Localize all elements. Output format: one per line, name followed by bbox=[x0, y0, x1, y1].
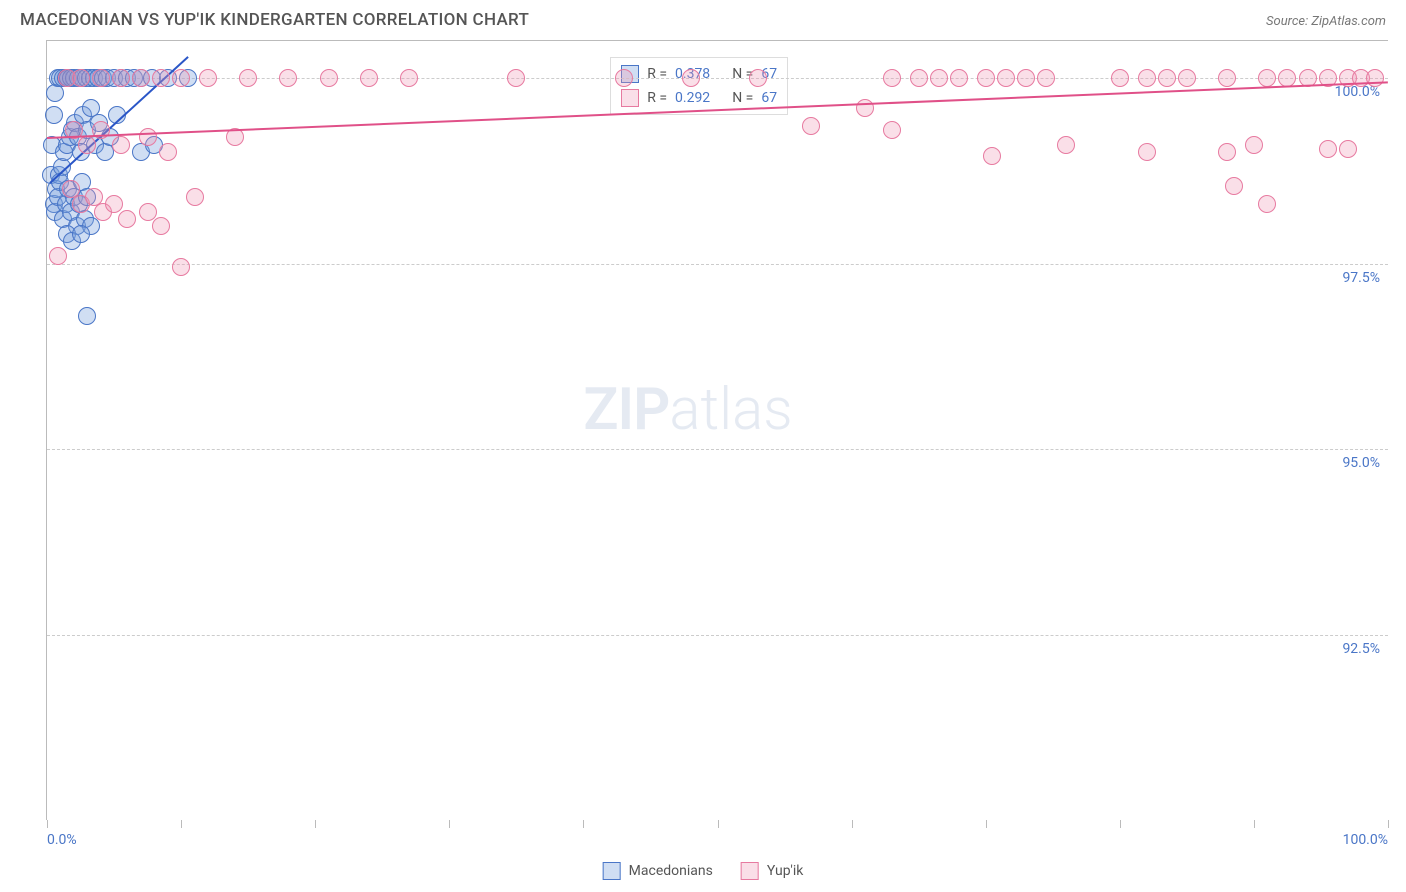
data-point bbox=[118, 210, 136, 228]
data-point bbox=[112, 136, 130, 154]
data-point bbox=[1258, 195, 1276, 213]
x-tick bbox=[986, 820, 987, 828]
x-tick bbox=[1388, 820, 1389, 828]
data-point bbox=[132, 69, 150, 87]
y-tick-label: 97.5% bbox=[1342, 270, 1380, 286]
gridline bbox=[47, 264, 1388, 265]
data-point bbox=[883, 121, 901, 139]
stat-r-value: 0.292 bbox=[675, 90, 710, 106]
data-point bbox=[112, 69, 130, 87]
legend-item: Yup'ik bbox=[741, 862, 803, 880]
watermark-bold: ZIP bbox=[583, 376, 669, 444]
data-point bbox=[320, 69, 338, 87]
x-tick bbox=[718, 820, 719, 828]
data-point bbox=[997, 69, 1015, 87]
series-legend: Macedonians Yup'ik bbox=[603, 862, 804, 880]
data-point bbox=[49, 247, 67, 265]
x-tick bbox=[583, 820, 584, 828]
data-point bbox=[1319, 140, 1337, 158]
data-point bbox=[152, 217, 170, 235]
data-point bbox=[977, 69, 995, 87]
data-point bbox=[1225, 177, 1243, 195]
data-point bbox=[910, 69, 928, 87]
legend-swatch bbox=[741, 862, 759, 880]
data-point bbox=[1037, 69, 1055, 87]
stat-r-label: R = bbox=[647, 90, 667, 106]
y-tick-label: 95.0% bbox=[1342, 455, 1380, 471]
scatter-chart: ZIPatlas R = 0.378N = 67R = 0.292N = 67 … bbox=[46, 40, 1388, 820]
x-tick bbox=[315, 820, 316, 828]
data-point bbox=[1138, 143, 1156, 161]
data-point bbox=[930, 69, 948, 87]
x-tick bbox=[449, 820, 450, 828]
watermark: ZIPatlas bbox=[583, 376, 792, 444]
data-point bbox=[802, 117, 820, 135]
y-tick-label: 92.5% bbox=[1342, 641, 1380, 657]
data-point bbox=[152, 69, 170, 87]
data-point bbox=[1258, 69, 1276, 87]
legend-label: Macedonians bbox=[629, 863, 713, 879]
data-point bbox=[400, 69, 418, 87]
x-tick-label: 0.0% bbox=[47, 832, 77, 848]
stat-n-value: 67 bbox=[761, 90, 777, 106]
gridline bbox=[47, 635, 1388, 636]
data-point bbox=[172, 69, 190, 87]
data-point bbox=[239, 69, 257, 87]
data-point bbox=[78, 307, 96, 325]
data-point bbox=[172, 258, 190, 276]
x-tick bbox=[1254, 820, 1255, 828]
data-point bbox=[105, 195, 123, 213]
legend-swatch bbox=[621, 89, 639, 107]
data-point bbox=[1218, 69, 1236, 87]
data-point bbox=[507, 69, 525, 87]
data-point bbox=[1111, 69, 1129, 87]
data-point bbox=[360, 69, 378, 87]
data-point bbox=[1339, 140, 1357, 158]
data-point bbox=[279, 69, 297, 87]
chart-header: MACEDONIAN VS YUP'IK KINDERGARTEN CORREL… bbox=[0, 0, 1406, 36]
stat-n-label: N = bbox=[732, 90, 753, 106]
chart-title: MACEDONIAN VS YUP'IK KINDERGARTEN CORREL… bbox=[20, 10, 529, 30]
data-point bbox=[159, 143, 177, 161]
stat-r-label: R = bbox=[647, 66, 667, 82]
legend-label: Yup'ik bbox=[767, 863, 803, 879]
x-tick bbox=[181, 820, 182, 828]
legend-swatch bbox=[603, 862, 621, 880]
data-point bbox=[615, 69, 633, 87]
data-point bbox=[983, 147, 1001, 165]
data-point bbox=[1366, 69, 1384, 87]
data-point bbox=[45, 106, 63, 124]
data-point bbox=[72, 225, 90, 243]
data-point bbox=[749, 69, 767, 87]
data-point bbox=[1178, 69, 1196, 87]
data-point bbox=[139, 203, 157, 221]
data-point bbox=[1245, 136, 1263, 154]
data-point bbox=[950, 69, 968, 87]
data-point bbox=[1218, 143, 1236, 161]
data-point bbox=[1138, 69, 1156, 87]
data-point bbox=[1057, 136, 1075, 154]
data-point bbox=[682, 69, 700, 87]
data-point bbox=[856, 99, 874, 117]
stats-legend-row: R = 0.292 N = 67 bbox=[621, 86, 777, 110]
data-point bbox=[1158, 69, 1176, 87]
x-tick bbox=[852, 820, 853, 828]
x-tick bbox=[1120, 820, 1121, 828]
data-point bbox=[1017, 69, 1035, 87]
data-point bbox=[72, 69, 90, 87]
data-point bbox=[139, 128, 157, 146]
data-point bbox=[883, 69, 901, 87]
legend-item: Macedonians bbox=[603, 862, 713, 880]
data-point bbox=[78, 136, 96, 154]
gridline bbox=[47, 449, 1388, 450]
data-point bbox=[199, 69, 217, 87]
source-label: Source: ZipAtlas.com bbox=[1266, 14, 1386, 29]
x-tick-label: 100.0% bbox=[1343, 832, 1388, 848]
watermark-light: atlas bbox=[669, 376, 792, 444]
data-point bbox=[186, 188, 204, 206]
x-tick bbox=[47, 820, 48, 828]
data-point bbox=[92, 69, 110, 87]
